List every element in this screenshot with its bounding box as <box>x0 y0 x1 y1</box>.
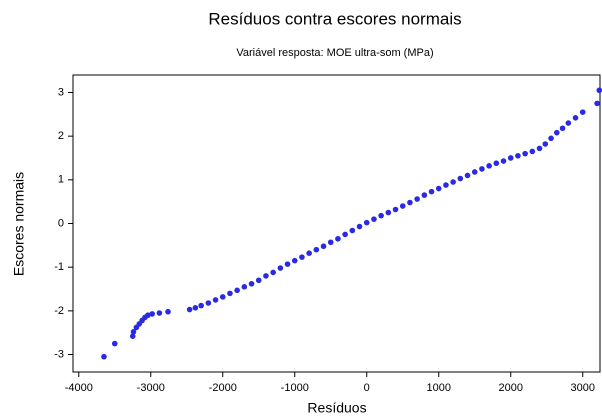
point <box>594 100 600 107</box>
point <box>212 297 219 303</box>
x-tick-label: -2000 <box>209 382 237 394</box>
point <box>263 273 269 279</box>
point <box>145 312 151 319</box>
point <box>507 155 514 161</box>
point <box>421 192 428 198</box>
y-tick-label: 0 <box>58 217 64 229</box>
x-tick-label: -3000 <box>137 382 165 394</box>
point <box>548 135 554 142</box>
point <box>371 216 377 222</box>
point <box>284 261 291 267</box>
point <box>335 235 341 242</box>
y-tick-label: 2 <box>58 130 64 142</box>
point <box>306 250 312 256</box>
point <box>234 287 240 294</box>
x-tick-label: -4000 <box>65 382 93 394</box>
point <box>363 219 370 226</box>
y-tick-label: -2 <box>54 305 64 317</box>
point <box>111 340 118 347</box>
point <box>219 294 226 300</box>
point <box>493 160 500 167</box>
point <box>435 185 442 192</box>
point <box>559 125 566 132</box>
point <box>536 145 543 152</box>
point <box>457 175 464 182</box>
point <box>198 302 204 309</box>
point <box>515 153 521 159</box>
point <box>500 158 507 164</box>
point <box>572 115 579 121</box>
point <box>385 209 392 216</box>
x-axis-label: Resíduos <box>307 400 366 416</box>
point <box>313 246 320 253</box>
point <box>542 141 549 147</box>
y-tick-label: 1 <box>58 174 64 186</box>
point <box>130 329 137 335</box>
point <box>450 179 456 185</box>
point <box>579 109 586 115</box>
y-axis-label: Escores normais <box>11 172 27 276</box>
chart-subtitle: Variável resposta: MOE ultra-som (MPa) <box>236 47 433 59</box>
point <box>165 308 171 315</box>
point <box>428 188 435 195</box>
point <box>407 199 413 206</box>
point <box>227 290 233 297</box>
point <box>299 254 305 260</box>
point <box>291 257 298 264</box>
y-tick-label: 3 <box>58 86 64 98</box>
chart-title: Resíduos contra escores normais <box>208 9 461 28</box>
point <box>529 148 536 155</box>
point <box>205 300 212 306</box>
point <box>248 280 255 287</box>
point <box>327 239 334 246</box>
point <box>129 333 136 339</box>
point <box>320 243 327 250</box>
point <box>392 206 399 213</box>
point <box>522 150 528 157</box>
point <box>479 166 485 172</box>
x-tick-label: 0 <box>364 382 370 394</box>
point <box>565 120 572 126</box>
point <box>486 163 492 169</box>
point <box>554 129 560 136</box>
point <box>399 203 406 209</box>
point <box>342 231 348 238</box>
point <box>596 87 602 94</box>
point <box>192 304 199 311</box>
plot-frame <box>72 74 601 373</box>
point <box>349 227 356 234</box>
point <box>101 353 107 360</box>
x-tick-label: 3000 <box>570 382 594 394</box>
point <box>186 306 193 313</box>
point <box>255 277 262 284</box>
x-tick-label: 2000 <box>498 382 522 394</box>
x-tick-label: 1000 <box>426 382 450 394</box>
point <box>241 284 248 290</box>
point <box>414 196 420 202</box>
point <box>356 223 363 230</box>
y-tick-label: -1 <box>54 261 64 273</box>
point <box>277 265 284 271</box>
point <box>156 310 163 316</box>
point <box>471 169 478 175</box>
point <box>149 311 155 317</box>
y-tick-label: -3 <box>54 348 64 360</box>
point <box>378 212 384 219</box>
point <box>443 182 449 188</box>
point <box>270 269 276 276</box>
point <box>464 172 471 179</box>
x-tick-label: -1000 <box>281 382 309 394</box>
